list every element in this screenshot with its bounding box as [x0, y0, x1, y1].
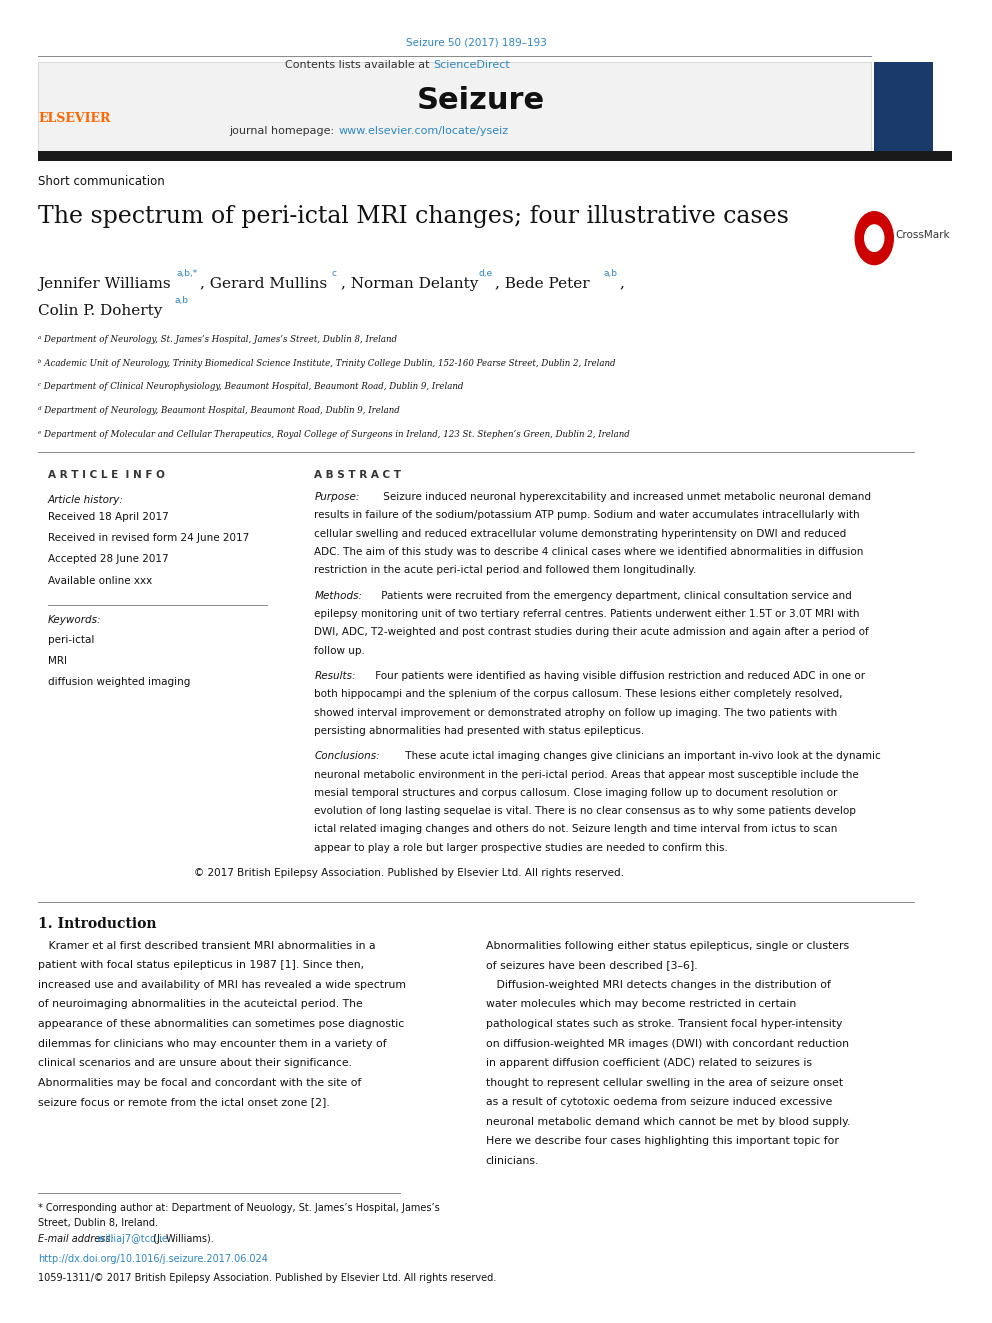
Text: neuronal metabolic environment in the peri-ictal period. Areas that appear most : neuronal metabolic environment in the pe…	[314, 770, 859, 779]
Text: Short communication: Short communication	[38, 175, 165, 188]
Text: Received in revised form 24 June 2017: Received in revised form 24 June 2017	[48, 533, 249, 544]
Text: A B S T R A C T: A B S T R A C T	[314, 470, 402, 480]
Text: CrossMark: CrossMark	[895, 230, 949, 241]
Text: The spectrum of peri-ictal MRI changes; four illustrative cases: The spectrum of peri-ictal MRI changes; …	[38, 205, 789, 228]
Text: ᵃ Department of Neurology, St. James’s Hospital, James’s Street, Dublin 8, Irela: ᵃ Department of Neurology, St. James’s H…	[38, 335, 397, 344]
Text: Abnormalities may be focal and concordant with the site of: Abnormalities may be focal and concordan…	[38, 1078, 361, 1088]
Text: d,e: d,e	[478, 269, 492, 278]
Text: Kramer et al first described transient MRI abnormalities in a: Kramer et al first described transient M…	[38, 941, 376, 951]
Text: evolution of long lasting sequelae is vital. There is no clear consensus as to w: evolution of long lasting sequelae is vi…	[314, 806, 856, 816]
Text: a,b: a,b	[604, 269, 618, 278]
Text: ictal related imaging changes and others do not. Seizure length and time interva: ictal related imaging changes and others…	[314, 824, 837, 835]
Text: peri-ictal: peri-ictal	[48, 635, 94, 646]
Text: persisting abnormalities had presented with status epilepticus.: persisting abnormalities had presented w…	[314, 726, 645, 736]
Text: increased use and availability of MRI has revealed a wide spectrum: increased use and availability of MRI ha…	[38, 980, 406, 990]
Text: ᵈ Department of Neurology, Beaumont Hospital, Beaumont Road, Dublin 9, Ireland: ᵈ Department of Neurology, Beaumont Hosp…	[38, 406, 400, 415]
Text: cellular swelling and reduced extracellular volume demonstrating hyperintensity : cellular swelling and reduced extracellu…	[314, 529, 846, 538]
Text: dilemmas for clinicians who may encounter them in a variety of: dilemmas for clinicians who may encounte…	[38, 1039, 387, 1049]
Text: Colin P. Doherty: Colin P. Doherty	[38, 304, 163, 319]
Text: Available online xxx: Available online xxx	[48, 576, 152, 586]
Text: ᶜ Department of Clinical Neurophysiology, Beaumont Hospital, Beaumont Road, Dubl: ᶜ Department of Clinical Neurophysiology…	[38, 382, 463, 392]
Text: c: c	[331, 269, 336, 278]
Text: clinicians.: clinicians.	[486, 1156, 539, 1166]
Text: both hippocampi and the splenium of the corpus callosum. These lesions either co: both hippocampi and the splenium of the …	[314, 689, 843, 700]
Text: Seizure: Seizure	[417, 86, 545, 115]
Text: appearance of these abnormalities can sometimes pose diagnostic: appearance of these abnormalities can so…	[38, 1019, 405, 1029]
Text: , Norman Delanty: , Norman Delanty	[341, 277, 478, 291]
Text: follow up.: follow up.	[314, 646, 365, 655]
Circle shape	[865, 225, 884, 251]
Text: 1. Introduction: 1. Introduction	[38, 917, 157, 931]
Text: ScienceDirect: ScienceDirect	[434, 60, 510, 70]
Text: seizure focus or remote from the ictal onset zone [2].: seizure focus or remote from the ictal o…	[38, 1097, 330, 1107]
Text: pathological states such as stroke. Transient focal hyper-intensity: pathological states such as stroke. Tran…	[486, 1019, 842, 1029]
Text: Keywords:: Keywords:	[48, 615, 101, 626]
Text: ADC. The aim of this study was to describe 4 clinical cases where we identified : ADC. The aim of this study was to descri…	[314, 546, 864, 557]
Text: as a result of cytotoxic oedema from seizure induced excessive: as a result of cytotoxic oedema from sei…	[486, 1097, 832, 1107]
Text: diffusion weighted imaging: diffusion weighted imaging	[48, 677, 190, 688]
Text: http://dx.doi.org/10.1016/j.seizure.2017.06.024: http://dx.doi.org/10.1016/j.seizure.2017…	[38, 1254, 268, 1265]
Text: A R T I C L E  I N F O: A R T I C L E I N F O	[48, 470, 165, 480]
Text: Here we describe four cases highlighting this important topic for: Here we describe four cases highlighting…	[486, 1136, 838, 1147]
Text: Contents lists available at: Contents lists available at	[286, 60, 434, 70]
Text: © 2017 British Epilepsy Association. Published by Elsevier Ltd. All rights reser: © 2017 British Epilepsy Association. Pub…	[193, 868, 624, 878]
FancyBboxPatch shape	[38, 62, 871, 152]
Text: appear to play a role but larger prospective studies are needed to confirm this.: appear to play a role but larger prospec…	[314, 843, 728, 853]
Text: ELSEVIER: ELSEVIER	[38, 112, 110, 126]
Text: of seizures have been described [3–6].: of seizures have been described [3–6].	[486, 960, 697, 970]
Text: a,b,*: a,b,*	[177, 269, 197, 278]
Text: ,: ,	[619, 277, 624, 291]
Text: of neuroimaging abnormalities in the acuteictal period. The: of neuroimaging abnormalities in the acu…	[38, 999, 363, 1009]
Text: , Bede Peter: , Bede Peter	[495, 277, 590, 291]
Text: www.elsevier.com/locate/yseiz: www.elsevier.com/locate/yseiz	[338, 126, 508, 136]
Text: neuronal metabolic demand which cannot be met by blood supply.: neuronal metabolic demand which cannot b…	[486, 1117, 850, 1127]
Text: journal homepage:: journal homepage:	[229, 126, 338, 136]
Text: Jennifer Williams: Jennifer Williams	[38, 277, 171, 291]
Text: showed interval improvement or demonstrated atrophy on follow up imaging. The tw: showed interval improvement or demonstra…	[314, 708, 837, 717]
Text: Street, Dublin 8, Ireland.: Street, Dublin 8, Ireland.	[38, 1218, 158, 1229]
Text: 1059-1311/© 2017 British Epilepsy Association. Published by Elsevier Ltd. All ri: 1059-1311/© 2017 British Epilepsy Associ…	[38, 1273, 496, 1283]
Text: Seizure induced neuronal hyperexcitability and increased unmet metabolic neurona: Seizure induced neuronal hyperexcitabili…	[380, 492, 871, 503]
Text: on diffusion-weighted MR images (DWI) with concordant reduction: on diffusion-weighted MR images (DWI) wi…	[486, 1039, 849, 1049]
Text: Four patients were identified as having visible diffusion restriction and reduce: Four patients were identified as having …	[372, 671, 865, 681]
Text: Abnormalities following either status epilepticus, single or clusters: Abnormalities following either status ep…	[486, 941, 849, 951]
Text: mesial temporal structures and corpus callosum. Close imaging follow up to docum: mesial temporal structures and corpus ca…	[314, 789, 837, 798]
Text: These acute ictal imaging changes give clinicians an important in-vivo look at t: These acute ictal imaging changes give c…	[402, 751, 881, 762]
Text: Accepted 28 June 2017: Accepted 28 June 2017	[48, 554, 169, 565]
Text: MRI: MRI	[48, 656, 66, 667]
Text: Seizure 50 (2017) 189–193: Seizure 50 (2017) 189–193	[406, 37, 547, 48]
Text: (J. Williams).: (J. Williams).	[151, 1234, 214, 1245]
Text: patient with focal status epilepticus in 1987 [1]. Since then,: patient with focal status epilepticus in…	[38, 960, 364, 970]
Text: results in failure of the sodium/potassium ATP pump. Sodium and water accumulate: results in failure of the sodium/potassi…	[314, 511, 860, 520]
Text: Conclusions:: Conclusions:	[314, 751, 380, 762]
Text: Methods:: Methods:	[314, 591, 362, 601]
Text: clinical scenarios and are unsure about their significance.: clinical scenarios and are unsure about …	[38, 1058, 352, 1068]
Text: restriction in the acute peri-ictal period and followed them longitudinally.: restriction in the acute peri-ictal peri…	[314, 565, 696, 576]
Text: Results:: Results:	[314, 671, 356, 681]
Text: williaj7@tcd.ie: williaj7@tcd.ie	[94, 1234, 169, 1245]
Text: Patients were recruited from the emergency department, clinical consultation ser: Patients were recruited from the emergen…	[378, 591, 852, 601]
Text: ᵇ Academic Unit of Neurology, Trinity Biomedical Science Institute, Trinity Coll: ᵇ Academic Unit of Neurology, Trinity Bi…	[38, 359, 616, 368]
Text: ᵉ Department of Molecular and Cellular Therapeutics, Royal College of Surgeons i: ᵉ Department of Molecular and Cellular T…	[38, 430, 630, 439]
Text: , Gerard Mullins: , Gerard Mullins	[200, 277, 327, 291]
Text: Purpose:: Purpose:	[314, 492, 360, 503]
FancyBboxPatch shape	[38, 151, 952, 161]
Text: E-mail address:: E-mail address:	[38, 1234, 114, 1245]
Text: Received 18 April 2017: Received 18 April 2017	[48, 512, 169, 523]
Text: a,b: a,b	[175, 296, 188, 306]
Text: * Corresponding author at: Department of Neuology, St. James’s Hospital, James’s: * Corresponding author at: Department of…	[38, 1203, 439, 1213]
Text: water molecules which may become restricted in certain: water molecules which may become restric…	[486, 999, 796, 1009]
Text: in apparent diffusion coefficient (ADC) related to seizures is: in apparent diffusion coefficient (ADC) …	[486, 1058, 811, 1068]
Text: Article history:: Article history:	[48, 495, 123, 505]
Text: DWI, ADC, T2-weighted and post contrast studies during their acute admission and: DWI, ADC, T2-weighted and post contrast …	[314, 627, 869, 638]
Circle shape	[855, 212, 894, 265]
Text: epilepsy monitoring unit of two tertiary referral centres. Patients underwent ei: epilepsy monitoring unit of two tertiary…	[314, 609, 860, 619]
Text: thought to represent cellular swelling in the area of seizure onset: thought to represent cellular swelling i…	[486, 1078, 843, 1088]
FancyBboxPatch shape	[874, 62, 933, 152]
Text: Diffusion-weighted MRI detects changes in the distribution of: Diffusion-weighted MRI detects changes i…	[486, 980, 830, 990]
